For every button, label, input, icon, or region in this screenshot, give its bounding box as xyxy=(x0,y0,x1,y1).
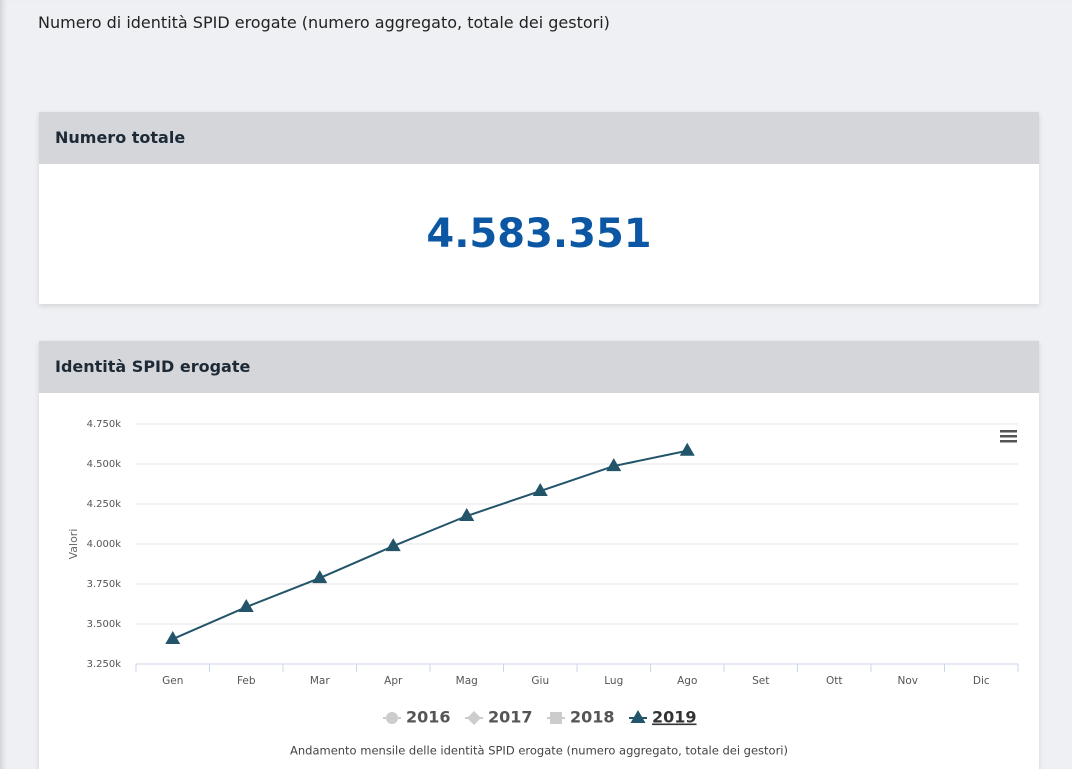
y-tick-label: 3.500k xyxy=(87,619,122,630)
x-tick-label: Apr xyxy=(384,675,403,687)
chart-caption: Andamento mensile delle identità SPID er… xyxy=(290,744,788,758)
x-tick-label: Nov xyxy=(898,675,919,687)
legend-marker xyxy=(630,710,646,723)
x-tick-label: Ago xyxy=(677,675,697,687)
y-axis-label: Valori xyxy=(67,529,80,560)
page-title: Numero di identità SPID erogate (numero … xyxy=(38,13,610,32)
x-tick-label: Giu xyxy=(531,675,549,687)
menu-bar[interactable] xyxy=(1000,440,1017,443)
legend-item[interactable]: 2016 xyxy=(406,708,451,727)
x-tick-label: Feb xyxy=(237,675,256,687)
total-card: Numero totale 4.583.351 xyxy=(39,112,1039,304)
data-point xyxy=(312,570,328,584)
x-tick-label: Dic xyxy=(973,675,990,687)
series-line xyxy=(172,449,688,640)
data-point xyxy=(165,631,181,645)
x-tick-label: Ott xyxy=(826,675,843,687)
card-title: Numero totale xyxy=(39,112,1039,164)
legend-item[interactable]: 2017 xyxy=(488,708,533,727)
legend-item[interactable]: 2018 xyxy=(570,708,615,727)
y-tick-label: 4.000k xyxy=(87,539,122,550)
data-point xyxy=(532,483,548,497)
y-tick-label: 4.250k xyxy=(87,499,122,510)
data-point xyxy=(679,442,695,456)
y-tick-label: 4.750k xyxy=(87,419,122,430)
x-tick-label: Lug xyxy=(604,675,623,687)
total-value: 4.583.351 xyxy=(426,211,652,257)
y-tick-label: 3.750k xyxy=(87,579,122,590)
chart-card: Identità SPID erogate xyxy=(39,341,1039,769)
y-tick-label: 4.500k xyxy=(87,459,122,470)
data-point xyxy=(385,538,401,552)
legend-marker xyxy=(467,711,481,725)
data-point xyxy=(606,458,622,472)
data-point xyxy=(238,599,254,613)
y-tick-label: 3.250k xyxy=(87,659,122,670)
menu-bar[interactable] xyxy=(1000,435,1017,438)
x-tick-label: Gen xyxy=(162,675,183,687)
x-tick-label: Mar xyxy=(310,675,330,687)
x-tick-label: Set xyxy=(752,675,769,687)
x-tick-label: Mag xyxy=(456,675,478,687)
data-point xyxy=(459,508,475,521)
card-title: Identità SPID erogate xyxy=(39,341,1039,393)
legend-marker xyxy=(386,712,398,724)
menu-bar[interactable] xyxy=(1000,430,1017,433)
legend-marker xyxy=(550,712,562,724)
legend-item[interactable]: 2019 xyxy=(652,708,697,727)
menu-icon[interactable] xyxy=(1000,430,1017,443)
